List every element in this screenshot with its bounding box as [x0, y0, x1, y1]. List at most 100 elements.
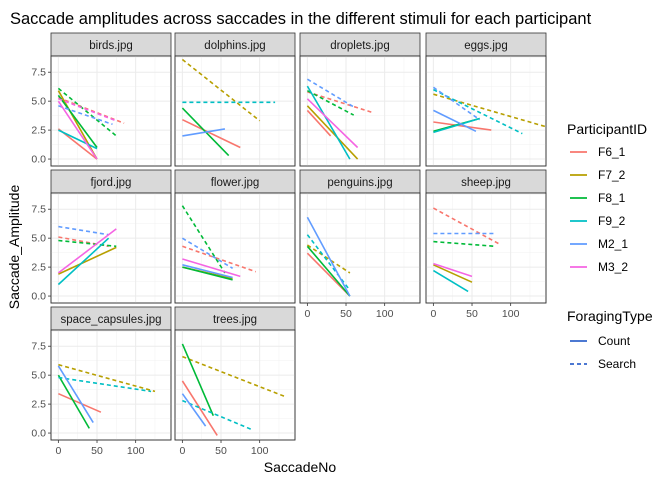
panel-plot-area — [50, 192, 172, 304]
facet-strip-label: space_capsules.jpg — [60, 314, 161, 326]
series-line-M2_1-search — [306, 78, 355, 108]
series-line-M2_1-count — [182, 128, 226, 137]
panel-border — [50, 192, 172, 304]
y-tick-label: 7.5 — [31, 204, 46, 216]
y-tick-label: 2.5 — [31, 125, 46, 137]
series-line-F8_1-search — [57, 87, 117, 137]
facet-panel: space_capsules.jpg 0.0 2.5 5.0 7.5 0 50 100 — [31, 306, 172, 457]
series-line-F6_1-count — [306, 109, 332, 137]
series-line-F9_2-search — [182, 399, 253, 431]
legend-label-F8_1: F8_1 — [598, 191, 626, 205]
series-line-F8_1-count — [182, 266, 233, 281]
panel-border — [299, 192, 421, 304]
facet-panel: droplets.jpg — [299, 32, 421, 167]
x-tick-label: 100 — [502, 308, 520, 320]
x-tick-label: 100 — [376, 308, 394, 320]
series-line-F8_1-count — [57, 374, 90, 429]
y-tick-label: 7.5 — [31, 341, 46, 353]
legend-label-count: Count — [598, 334, 631, 348]
y-tick-label: 5.0 — [31, 96, 46, 108]
series-line-F8_1-search — [307, 89, 355, 116]
panel-border — [50, 55, 172, 167]
series-line-F6_1-count — [58, 392, 102, 413]
facet-panel: flower.jpg — [174, 169, 296, 304]
facet-panel: sheep.jpg 0 50 100 — [425, 169, 547, 320]
series-line-F8_1-search — [433, 240, 496, 248]
series-line-F7_2-search — [182, 355, 287, 398]
series-line-F7_2-search — [58, 363, 156, 393]
facet-strip-label: dolphins.jpg — [204, 40, 265, 52]
facet-strip-label: flower.jpg — [211, 177, 260, 189]
series-line-M3_2-search — [58, 98, 117, 122]
facet-panels: birds.jpg 0.0 2.5 5.0 7.5 dolphins.jpg droplet… — [31, 32, 547, 457]
series-line-F6_1-count — [181, 380, 218, 436]
facet-strip-label: droplets.jpg — [330, 40, 389, 52]
legend-title-foraging: ForagingType — [567, 308, 653, 324]
series-line-M3_2-count — [57, 100, 98, 160]
series-line-F7_2-search — [306, 244, 351, 274]
series-line-F7_2-count — [306, 105, 359, 160]
panel-border — [174, 192, 296, 304]
series-line-F8_1-count — [181, 343, 215, 417]
series-line-F6_1-search — [433, 207, 500, 245]
legend-label-M3_2: M3_2 — [598, 260, 628, 274]
x-tick-label: 0 — [304, 308, 310, 320]
chart-title: Saccade amplitudes across saccades in th… — [10, 10, 592, 28]
series-line-F7_2-search — [181, 58, 261, 122]
series-line-M3_2-count — [57, 228, 117, 274]
panel-plot-area — [425, 55, 547, 167]
series-line-M2_1-search — [58, 225, 109, 236]
facet-panel: penguins.jpg 0 50 100 — [299, 169, 421, 320]
series-line-F9_2-count — [58, 129, 98, 150]
panel-plot-area — [299, 192, 421, 304]
panel-border — [174, 55, 296, 167]
series-line-F8_1-count — [57, 94, 98, 148]
legend-title-participant: ParticipantID — [567, 121, 647, 137]
legend-label-search: Search — [598, 357, 636, 371]
facet-strip-label: sheep.jpg — [461, 177, 511, 189]
y-tick-label: 2.5 — [31, 399, 46, 411]
facet-strip-label: penguins.jpg — [327, 177, 392, 189]
series-line-M3_2-count — [306, 98, 359, 149]
series-line-M2_1-count — [57, 365, 94, 424]
x-tick-label: 0 — [55, 445, 61, 457]
series-line-F6_1-count — [182, 118, 241, 149]
series-line-F9_2-count — [306, 85, 351, 160]
series-line-F7_2-count — [58, 246, 117, 275]
facet-panel: trees.jpg 0 50 100 — [174, 306, 296, 457]
x-tick-label: 50 — [91, 445, 103, 457]
series-line-F7_2-count — [433, 264, 473, 283]
x-axis-title: SaccadeNo — [264, 459, 337, 475]
panel-border — [50, 329, 172, 441]
x-tick-label: 100 — [251, 445, 269, 457]
legends: ParticipantID F6_1 F7_2 F8_1 F9_2 M2_1 M3_2 For… — [567, 121, 653, 371]
x-tick-label: 50 — [215, 445, 227, 457]
y-tick-label: 5.0 — [31, 370, 46, 382]
x-tick-label: 50 — [340, 308, 352, 320]
y-axis-title: Saccade_Amplitude — [6, 185, 22, 310]
panel-border — [425, 192, 547, 304]
facet-panel: birds.jpg 0.0 2.5 5.0 7.5 — [31, 32, 172, 167]
y-tick-label: 0.0 — [31, 154, 46, 166]
facet-panel: dolphins.jpg — [174, 32, 296, 167]
series-line-F9_2-search — [306, 234, 351, 291]
y-tick-label: 2.5 — [31, 262, 46, 274]
series-line-F9_2-search — [58, 376, 152, 393]
x-tick-label: 0 — [430, 308, 436, 320]
series-line-F8_1-search — [181, 205, 226, 274]
y-tick-label: 5.0 — [31, 233, 46, 245]
series-line-M2_1-count — [433, 109, 477, 133]
legend-label-F6_1: F6_1 — [598, 145, 626, 159]
series-line-M2_1-count — [182, 264, 233, 279]
series-line-F9_2-count — [57, 237, 110, 286]
series-line-F8_1-count — [306, 245, 351, 297]
x-tick-label: 0 — [179, 445, 185, 457]
facet-strip-label: fjord.jpg — [91, 177, 132, 189]
facet-strip-label: birds.jpg — [89, 40, 132, 52]
panel-plot-area — [174, 55, 296, 167]
panel-border — [174, 329, 296, 441]
legend-label-M2_1: M2_1 — [598, 237, 628, 251]
series-line-M2_1-count — [181, 393, 207, 427]
